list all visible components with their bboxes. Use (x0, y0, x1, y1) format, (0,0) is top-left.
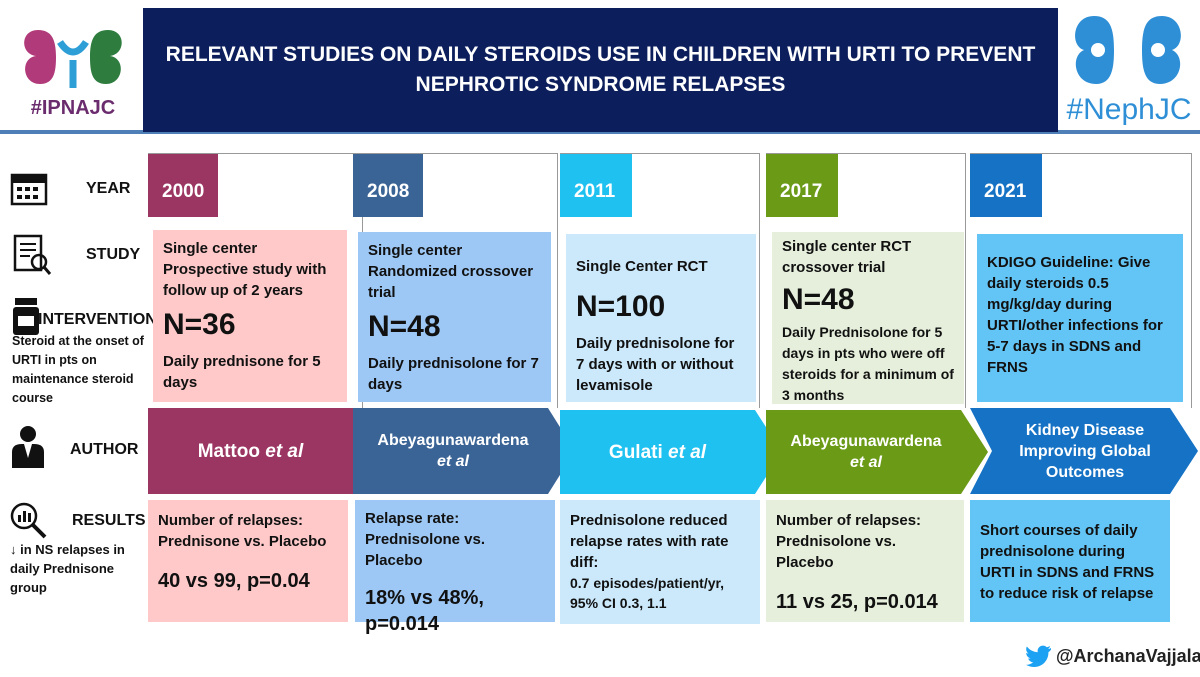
study-box-2008: Single center Randomized crossover trial… (358, 232, 551, 402)
results-note: ↓ in NS relapses in daily Prednisone gro… (10, 542, 125, 595)
kidney-logo-icon (1075, 16, 1181, 84)
year-tab-2021: 2021 (970, 153, 1042, 217)
page-title-box: RELEVANT STUDIES ON DAILY STEROIDS USE I… (143, 8, 1058, 132)
row-label-study: STUDY (86, 246, 141, 263)
author-2008: Abeyagunawardena et al (353, 408, 553, 494)
result-text: Number of relapses: Prednisone vs. Place… (158, 512, 327, 550)
author-name: Kidney Disease Improving Global Outcomes (1019, 421, 1151, 481)
study-design: KDIGO Guideline: Give daily steroids 0.5… (987, 254, 1163, 376)
kidney-logo-icon (24, 30, 122, 88)
result-text: Number of relapses: Prednisolone vs. Pla… (776, 512, 922, 571)
twitter-icon (1026, 645, 1051, 667)
ipnajc-logo: #IPNAJC (18, 22, 128, 122)
study-box-2017: Single center RCT crossover trial N=48 D… (772, 232, 964, 404)
study-box-2011: Single Center RCT N=100 Daily prednisolo… (566, 234, 756, 402)
sample-size: N=48 (782, 283, 855, 316)
author-name: Abeyagunawardena (790, 433, 942, 450)
author-et-al: et al (668, 441, 707, 463)
result-text: Short courses of daily prednisolone duri… (980, 522, 1155, 602)
row-label-results: RESULTS (72, 512, 146, 529)
author-et-al: et al (849, 454, 882, 471)
study-design: Single Center RCT (576, 258, 708, 275)
page-title: RELEVANT STUDIES ON DAILY STEROIDS USE I… (165, 43, 1036, 96)
result-box-2000: Number of relapses: Prednisone vs. Place… (148, 500, 348, 622)
intervention-text: Daily prednisolone for 7 days (368, 355, 539, 393)
intervention-text: Daily prednisone for 5 days (163, 353, 321, 391)
intervention-text: Daily Prednisolone for 5 days in pts who… (782, 324, 954, 403)
twitter-handle-text: @ArchanaVajjala (1056, 645, 1200, 666)
result-text: Relapse rate: Prednisolone vs. Placebo (365, 510, 486, 569)
year-tab-2011: 2011 (560, 153, 632, 217)
row-label-year: YEAR (86, 180, 131, 197)
ipnajc-logo-text: #IPNAJC (30, 97, 116, 119)
study-design: Single center Prospective study with fol… (163, 240, 327, 299)
footer-handle[interactable]: @ArchanaVajjala (1026, 644, 1200, 668)
year-label: 2021 (984, 181, 1027, 202)
author-arrow-shape (560, 410, 782, 494)
result-value: 11 vs 25, p=0.014 (776, 591, 938, 613)
year-label: 2017 (780, 181, 823, 202)
author-2000: Mattoo et al (148, 408, 353, 494)
year-tab-2008: 2008 (353, 153, 423, 217)
author-name: Mattoo (197, 440, 266, 462)
results-magnifier-icon (10, 502, 47, 539)
result-text: Prednisolone reduced relapse rates with … (570, 512, 729, 571)
year-tab-2000: 2000 (148, 153, 218, 217)
sample-size: N=100 (576, 290, 666, 323)
author-person-icon (12, 426, 44, 468)
result-box-2021: Short courses of daily prednisolone duri… (970, 500, 1170, 622)
author-arrow-shape (766, 410, 988, 494)
result-value: 0.7 episodes/patient/yr, 95% CI 0.3, 1.1 (570, 575, 725, 611)
nephjc-logo-text: #NephJC (1066, 93, 1192, 126)
result-box-2008: Relapse rate: Prednisolone vs. Placebo 1… (355, 500, 555, 635)
author-2017: Abeyagunawardena et al (766, 410, 966, 494)
study-box-2000: Single center Prospective study with fol… (153, 230, 347, 402)
year-label: 2011 (574, 181, 616, 202)
author-2011: Gulati et al (560, 410, 755, 494)
sample-size: N=48 (368, 310, 441, 343)
result-value: 18% vs 48%, p=0.014 (365, 587, 484, 635)
study-box-2021: KDIGO Guideline: Give daily steroids 0.5… (977, 234, 1183, 402)
study-document-icon (13, 234, 52, 275)
row-label-intervention: INTERVENTION (38, 311, 157, 328)
intervention-note: Steroid at the onset of URTI in pts on m… (12, 334, 144, 405)
author-et-al: et al (436, 453, 469, 470)
column-frame-2021 (970, 153, 1192, 408)
author-arrow-shape (970, 408, 1198, 494)
study-design: Single center RCT crossover trial (782, 238, 912, 276)
year-label: 2008 (367, 181, 410, 202)
calendar-icon (10, 173, 48, 206)
sample-size: N=36 (163, 308, 236, 341)
result-box-2011: Prednisolone reduced relapse rates with … (560, 500, 760, 624)
column-frame-2017 (766, 153, 966, 408)
row-label-author: AUTHOR (70, 441, 139, 458)
author-name: Gulati (608, 441, 669, 463)
year-tab-2017: 2017 (766, 153, 838, 217)
intervention-text: Daily prednisolone for 7 days with or wi… (576, 335, 735, 394)
column-frame-2011 (560, 153, 760, 408)
column-frame-2008 (353, 153, 558, 408)
author-2021: Kidney Disease Improving Global Outcomes (990, 408, 1180, 494)
result-value: 40 vs 99, p=0.04 (158, 570, 310, 592)
result-box-2017: Number of relapses: Prednisolone vs. Pla… (766, 500, 964, 622)
author-et-al: et al (265, 440, 304, 462)
author-arrow-shape (353, 408, 575, 494)
study-design: Single center Randomized crossover trial (368, 242, 534, 301)
author-arrow-shape (148, 408, 380, 494)
nephjc-logo: #NephJC (1062, 10, 1196, 132)
author-name: Abeyagunawardena (377, 432, 529, 449)
pill-bottle-icon (13, 298, 39, 335)
year-label: 2000 (162, 181, 205, 202)
